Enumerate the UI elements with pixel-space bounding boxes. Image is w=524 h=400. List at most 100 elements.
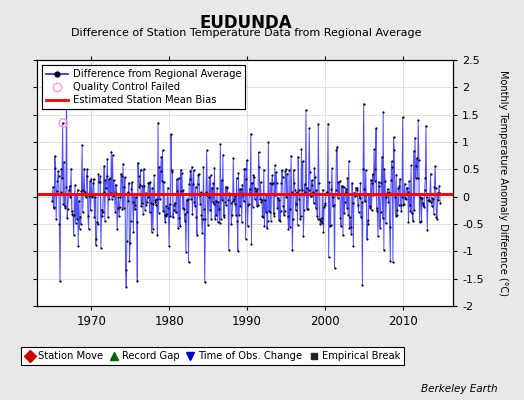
Point (318, 220, 326, 226)
Point (162, 212, 171, 219)
Point (411, 135, 419, 141)
Point (284, 226, 292, 232)
Point (128, 199, 137, 206)
Point (143, 199, 151, 206)
Point (196, 189, 205, 195)
Point (160, 178, 168, 185)
Point (153, 232, 161, 238)
Point (316, 221, 324, 227)
Point (150, 172, 158, 178)
Point (190, 199, 199, 205)
Point (225, 247, 233, 253)
Point (127, 186, 136, 192)
Point (210, 200, 218, 207)
Point (214, 199, 223, 205)
Point (355, 192, 363, 198)
Point (193, 180, 202, 187)
Point (206, 207, 214, 213)
Point (376, 209, 385, 215)
Point (370, 146, 378, 153)
Point (264, 139, 272, 146)
Point (323, 190, 332, 196)
Point (106, 174, 114, 181)
Point (203, 192, 212, 198)
Point (109, 193, 117, 199)
Point (246, 190, 254, 196)
Point (308, 177, 316, 184)
Point (328, 165, 336, 172)
Point (236, 186, 244, 192)
Point (147, 228, 156, 235)
Point (75, 226, 84, 232)
Point (130, 206, 139, 212)
Point (313, 216, 322, 222)
Point (93, 219, 101, 225)
Point (411, 174, 420, 181)
Point (209, 198, 217, 205)
Point (97, 244, 105, 251)
Point (74, 198, 83, 204)
Point (98, 213, 106, 219)
Point (108, 152, 117, 158)
Point (428, 195, 436, 201)
Point (179, 187, 188, 194)
Point (425, 196, 433, 203)
Point (270, 212, 278, 219)
Point (204, 194, 213, 200)
Point (234, 248, 242, 254)
Point (275, 217, 283, 224)
Point (307, 192, 315, 199)
Point (297, 146, 305, 152)
Point (435, 190, 444, 196)
Point (268, 172, 277, 179)
Point (128, 179, 136, 185)
Point (238, 182, 247, 188)
Point (267, 181, 276, 187)
Point (356, 180, 365, 186)
Point (96, 173, 104, 179)
Point (286, 224, 294, 230)
Point (123, 238, 131, 244)
Point (256, 179, 265, 185)
Point (211, 216, 220, 222)
Point (296, 216, 304, 222)
Point (285, 167, 293, 173)
Point (318, 214, 326, 221)
Point (170, 202, 179, 208)
Point (215, 220, 224, 226)
Point (50, 205, 58, 212)
Point (368, 171, 377, 177)
Point (155, 164, 163, 170)
Point (251, 185, 259, 192)
Point (116, 194, 125, 201)
Point (291, 187, 299, 193)
Point (239, 192, 247, 199)
Point (144, 179, 152, 186)
Point (168, 167, 177, 174)
Point (378, 154, 386, 160)
Point (199, 215, 207, 222)
Point (133, 219, 141, 225)
Point (409, 148, 418, 154)
Point (433, 216, 441, 222)
Point (100, 189, 108, 195)
Point (379, 247, 388, 253)
Point (322, 190, 330, 196)
Point (69, 212, 77, 218)
Point (388, 164, 397, 170)
Point (93, 221, 102, 228)
Point (178, 170, 186, 176)
Point (413, 155, 421, 161)
Point (309, 189, 318, 196)
Point (371, 166, 379, 172)
Point (70, 232, 78, 238)
Point (131, 202, 139, 208)
Point (332, 146, 341, 153)
Point (387, 158, 396, 164)
Point (202, 188, 210, 195)
Point (400, 201, 408, 207)
Point (432, 214, 441, 220)
Point (157, 168, 165, 174)
Point (303, 185, 311, 192)
Point (52, 216, 60, 223)
